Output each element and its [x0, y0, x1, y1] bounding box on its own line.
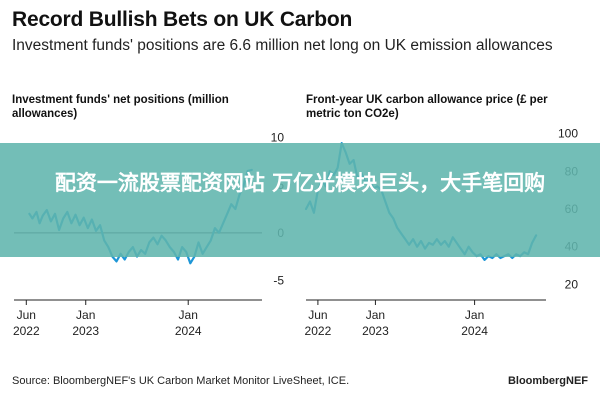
right-panel-title: Front-year UK carbon allowance price (£ … [306, 94, 548, 120]
chart-subtitle: Investment funds' positions are 6.6 mill… [12, 37, 553, 54]
left-x-tick-label: Jun [17, 308, 36, 322]
left-x-tick-label: Jan [179, 308, 198, 322]
left-panel-title: Investment funds' net positions (million… [12, 94, 229, 120]
right-y-tick-label: 20 [565, 277, 579, 291]
left-x-tick-year: 2023 [72, 324, 99, 338]
left-y-tick-label: 10 [271, 131, 285, 145]
right-x-tick-year: 2022 [305, 324, 332, 338]
source-note: Source: BloombergNEF's UK Carbon Market … [12, 375, 350, 387]
right-y-tick-label: 100 [558, 127, 578, 141]
right-x-tick-label: Jan [465, 308, 484, 322]
right-x-tick-year: 2023 [362, 324, 389, 338]
left-y-tick-label: -5 [273, 273, 284, 287]
right-x-tick-label: Jun [308, 308, 327, 322]
left-x-tick-year: 2024 [175, 324, 202, 338]
right-x-tick-year: 2024 [461, 324, 488, 338]
left-x-tick-year: 2022 [13, 324, 40, 338]
watermark-text: 配资一流股票配资网站 万亿光模块巨头，大手笔回购 [54, 171, 546, 195]
watermark-banner: 配资一流股票配资网站 万亿光模块巨头，大手笔回购 [0, 143, 600, 257]
chart-title: Record Bullish Bets on UK Carbon [12, 8, 353, 31]
left-x-tick-label: Jan [76, 308, 95, 322]
right-x-tick-label: Jan [366, 308, 385, 322]
brand-logo-text: BloombergNEF [507, 375, 588, 387]
